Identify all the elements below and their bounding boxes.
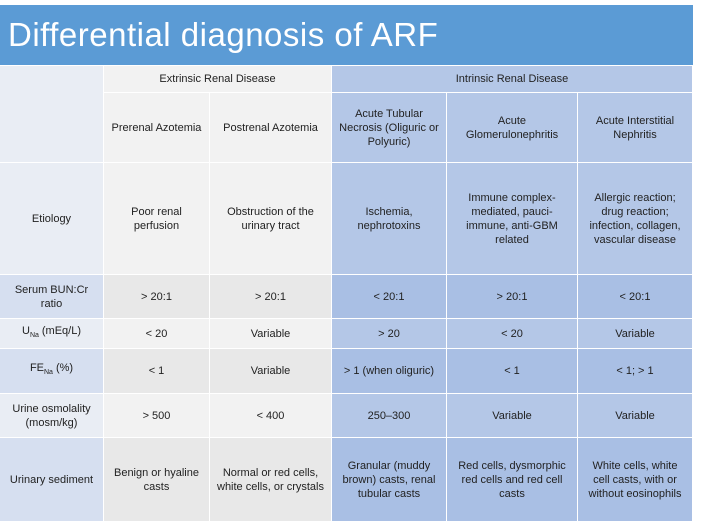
- column-header: Acute Tubular Necrosis (Oliguric or Poly…: [332, 93, 447, 163]
- column-header: Postrenal Azotemia: [210, 93, 332, 163]
- cell: Benign or hyaline casts: [104, 438, 210, 522]
- cell: Normal or red cells, white cells, or cry…: [210, 438, 332, 522]
- slide-title: Differential diagnosis of ARF: [0, 5, 693, 65]
- column-header: Prerenal Azotemia: [104, 93, 210, 163]
- cell: > 1 (when oliguric): [332, 349, 447, 394]
- cell: White cells, white cell casts, with or w…: [578, 438, 693, 522]
- row-header: Etiology: [0, 163, 104, 275]
- cell: < 20:1: [578, 275, 693, 319]
- row-header-part: (mEq/L): [41, 324, 82, 337]
- row-header-part: Na: [44, 369, 53, 377]
- cell: < 1: [104, 349, 210, 394]
- row-header-part: U: [21, 324, 30, 337]
- cell: Variable: [578, 319, 693, 349]
- cell: < 20:1: [332, 275, 447, 319]
- cell: Allergic reaction; drug reaction; infect…: [578, 163, 693, 275]
- row-header: Urinary sediment: [0, 438, 104, 522]
- cell: Immune complex-mediated, pauci-immune, a…: [447, 163, 578, 275]
- cell: Red cells, dysmorphic red cells and red …: [447, 438, 578, 522]
- cell: < 20: [447, 319, 578, 349]
- group-header: Intrinsic Renal Disease: [332, 66, 693, 93]
- cell: < 20: [104, 319, 210, 349]
- cell: Obstruction of the urinary tract: [210, 163, 332, 275]
- column-header: Acute Glomerulonephritis: [447, 93, 578, 163]
- row-header: Serum BUN:Cr ratio: [0, 275, 104, 319]
- cell: Granular (muddy brown) casts, renal tubu…: [332, 438, 447, 522]
- cell: Ischemia, nephrotoxins: [332, 163, 447, 275]
- row-header-part: Na: [29, 332, 39, 340]
- corner: [0, 66, 104, 163]
- cell: 250–300: [332, 394, 447, 438]
- cell: > 20: [332, 319, 447, 349]
- cell: < 1; > 1: [578, 349, 693, 394]
- row-header-part: FE: [29, 362, 44, 375]
- row-header-part: (%): [55, 362, 74, 375]
- cell: > 20:1: [104, 275, 210, 319]
- cell: Variable: [210, 349, 332, 394]
- cell: Variable: [447, 394, 578, 438]
- cell: > 20:1: [447, 275, 578, 319]
- cell: Poor renal perfusion: [104, 163, 210, 275]
- column-header: Acute Interstitial Nephritis: [578, 93, 693, 163]
- cell: Variable: [578, 394, 693, 438]
- cell: > 500: [104, 394, 210, 438]
- row-header: Urine osmolality (mosm/kg): [0, 394, 104, 438]
- group-header: Extrinsic Renal Disease: [104, 66, 332, 93]
- row-header: FENa (%): [0, 349, 104, 394]
- cell: < 1: [447, 349, 578, 394]
- cell: Variable: [210, 319, 332, 349]
- cell: < 400: [210, 394, 332, 438]
- cell: > 20:1: [210, 275, 332, 319]
- row-header: UNa (mEq/L): [0, 319, 104, 349]
